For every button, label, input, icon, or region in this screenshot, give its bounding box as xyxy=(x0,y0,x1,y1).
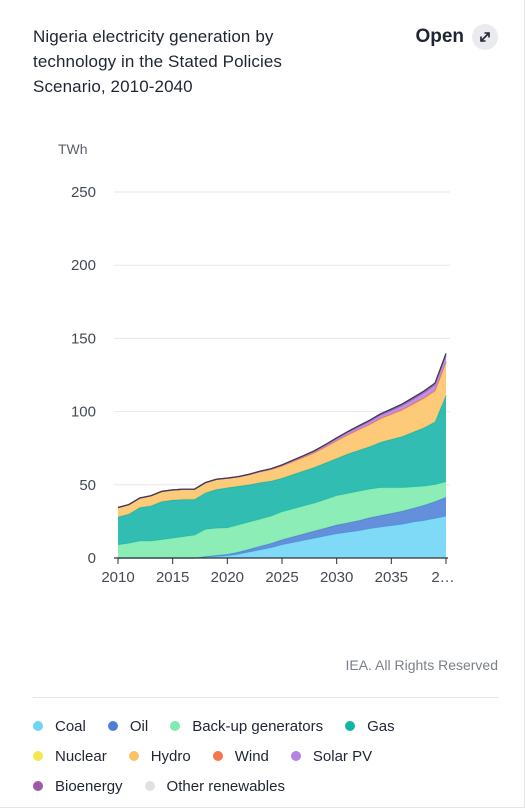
legend-swatch xyxy=(212,751,223,761)
legend-label: Hydro xyxy=(150,747,191,765)
area-gas xyxy=(118,395,446,545)
legend-label: Bioenergy xyxy=(55,777,123,795)
legend-label: Other renewables xyxy=(166,777,285,795)
legend-item-back-up-generators[interactable]: Back-up generators xyxy=(170,716,323,736)
x-tick-label-5: 2035 xyxy=(375,569,408,586)
legend-item-gas[interactable]: Gas xyxy=(345,716,395,736)
x-tick-label-0: 2010 xyxy=(101,569,134,586)
legend-swatch xyxy=(170,721,181,731)
y-axis-label: TWh xyxy=(58,141,88,157)
x-tick-label-3: 2025 xyxy=(265,569,298,586)
legend-row: Bioenergy Other renewables xyxy=(33,776,503,796)
legend-label: Back-up generators xyxy=(192,717,324,735)
y-tick-label-200: 200 xyxy=(71,257,96,274)
x-tick-label-4: 2030 xyxy=(320,569,353,586)
legend-label: Solar PV xyxy=(312,747,373,765)
legend-row: Coal Oil Back-up generators Gas xyxy=(33,716,503,736)
y-tick-label-0: 0 xyxy=(88,550,96,567)
y-tick-label-100: 100 xyxy=(71,404,96,421)
legend-swatch xyxy=(107,721,118,731)
stacked-area-chart: TWh 0 50 100 150 200 250 2010 2015 2020 2025 2030 20… xyxy=(58,141,455,586)
legend-item-solar-pv[interactable]: Solar PV xyxy=(290,746,373,766)
legend-item-oil[interactable]: Oil xyxy=(107,716,149,736)
open-button[interactable]: Open xyxy=(415,24,498,50)
legend-item-nuclear[interactable]: Nuclear xyxy=(33,746,107,766)
legend-item-wind[interactable]: Wind xyxy=(212,746,269,766)
legend-label: Gas xyxy=(367,717,395,735)
legend-label: Nuclear xyxy=(55,747,107,765)
x-tick-label-1: 2015 xyxy=(156,569,189,586)
open-label: Open xyxy=(415,26,464,47)
legend-swatch xyxy=(345,721,356,731)
legend-swatch xyxy=(33,781,43,791)
x-tick-label-6: 2… xyxy=(431,569,454,586)
chart-title: Nigeria electricity generation by techno… xyxy=(33,27,283,96)
legend-swatch xyxy=(33,721,43,731)
legend-label: Wind xyxy=(234,747,269,765)
legend-swatch xyxy=(290,751,301,761)
credit-text: IEA. All Rights Reserved xyxy=(345,657,498,673)
x-tick-label-2: 2020 xyxy=(211,569,244,586)
legend-item-coal[interactable]: Coal xyxy=(33,716,86,736)
y-tick-label-150: 150 xyxy=(71,330,96,347)
legend-item-other-renewables[interactable]: Other renewables xyxy=(144,776,285,796)
y-tick-label-250: 250 xyxy=(71,184,96,201)
y-tick-label-50: 50 xyxy=(79,477,96,494)
legend-label: Coal xyxy=(55,717,86,735)
area-back-up-generators xyxy=(118,481,446,558)
legend-item-hydro[interactable]: Hydro xyxy=(128,746,191,766)
total-outline xyxy=(117,353,447,509)
legend-swatch xyxy=(128,751,139,761)
legend-swatch xyxy=(33,751,43,761)
area-hydro xyxy=(118,362,446,518)
legend-item-bioenergy[interactable]: Bioenergy xyxy=(33,776,123,796)
external-arrow-icon[interactable] xyxy=(472,24,498,50)
legend-label: Oil xyxy=(129,717,149,735)
legend-row: Nuclear Hydro Wind Solar PV xyxy=(33,746,503,766)
legend-divider xyxy=(33,697,498,698)
area-coal xyxy=(118,516,446,558)
legend-swatch xyxy=(144,781,155,791)
legend: Coal Oil Back-up generators Gas Nuclear Hydro… xyxy=(33,716,503,796)
